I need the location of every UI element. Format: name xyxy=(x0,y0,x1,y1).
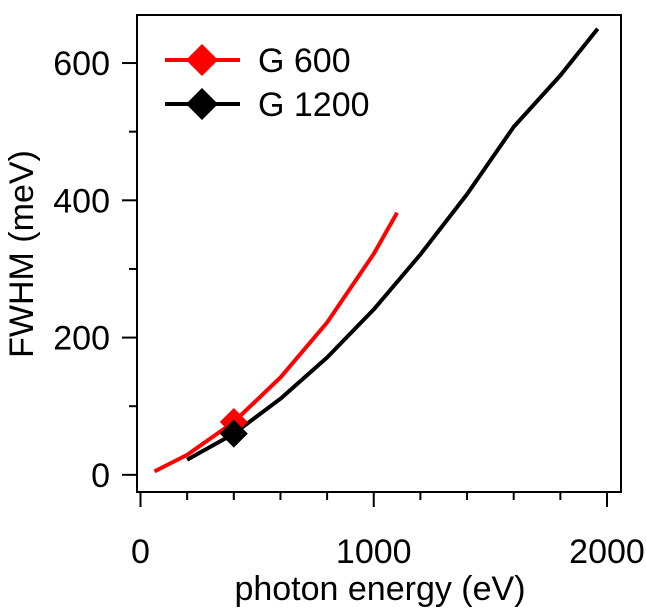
legend-marker-g1200 xyxy=(186,88,218,120)
y-tick-label: 0 xyxy=(91,457,110,495)
legend-label-g600: G 600 xyxy=(258,42,351,80)
legend-label-g1200: G 1200 xyxy=(258,86,370,124)
y-tick-label: 600 xyxy=(53,45,110,83)
x-tick-label: 0 xyxy=(131,533,150,571)
legend: G 600 G 1200 xyxy=(165,42,370,124)
x-tick-label: 1000 xyxy=(336,533,412,571)
series-lines xyxy=(153,27,600,474)
series-line-0 xyxy=(153,211,399,474)
y-axis-title: FWHM (meV) xyxy=(3,150,41,358)
x-tick-labels: 0 1000 2000 xyxy=(131,533,645,571)
series-marker-1 xyxy=(219,419,248,448)
x-axis-title: photon energy (eV) xyxy=(234,570,525,608)
x-tick-label: 2000 xyxy=(569,533,645,571)
y-tick-label: 200 xyxy=(53,320,110,358)
series-line-1 xyxy=(186,27,600,462)
series-markers xyxy=(219,407,248,448)
plot-frame xyxy=(136,14,622,493)
axis-ticks xyxy=(122,62,609,507)
y-tick-label: 400 xyxy=(53,182,110,220)
y-tick-labels: 0 200 400 600 xyxy=(53,45,110,495)
legend-marker-g600 xyxy=(186,44,218,76)
